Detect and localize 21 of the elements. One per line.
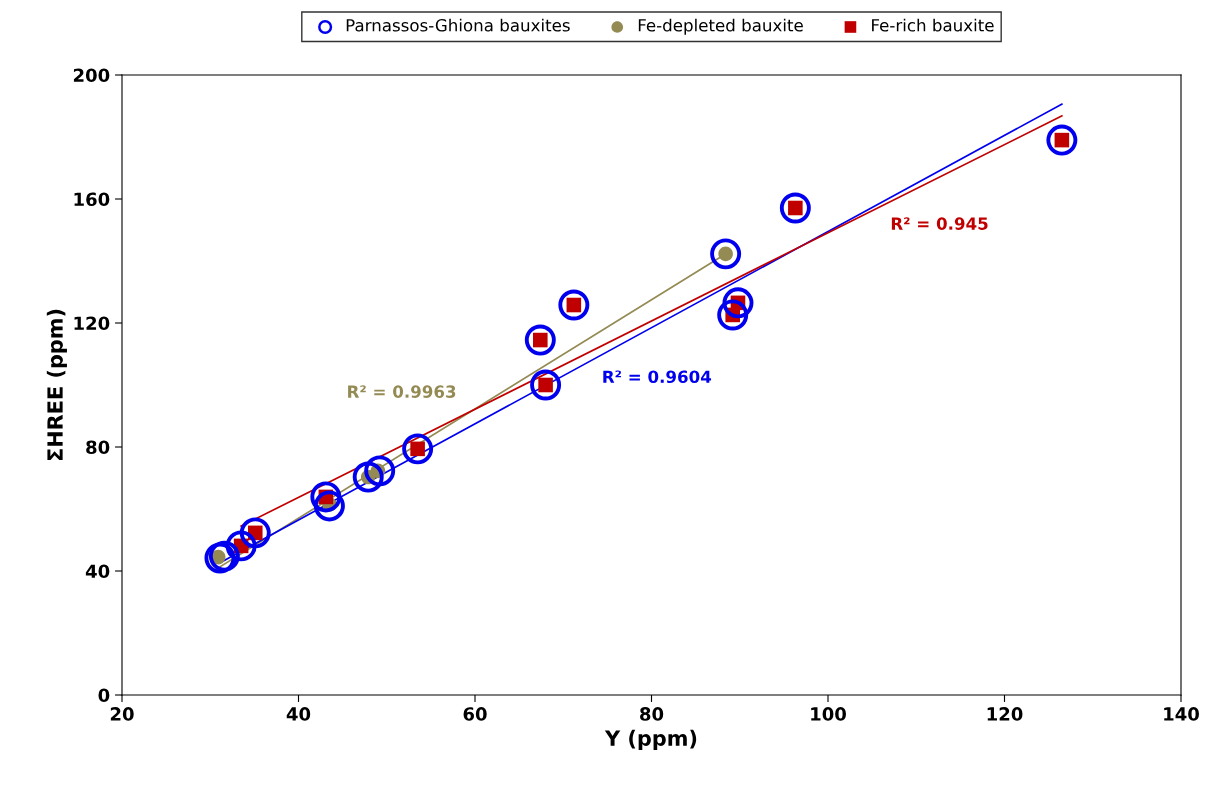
- y-tick-label: 80: [86, 440, 110, 455]
- y-tick-label: 40: [85, 564, 110, 579]
- x-tick-label: 120: [987, 707, 1023, 721]
- y-tick-label: 200: [73, 68, 110, 83]
- x-tick-label: 20: [110, 707, 134, 721]
- y-tick-label: 160: [74, 192, 110, 207]
- annotation: R² = 0.945: [891, 217, 988, 230]
- annotation: R² = 0.9963: [348, 385, 456, 398]
- x-tick-label: 60: [463, 707, 487, 721]
- y-tick-label: 120: [74, 316, 110, 331]
- x-tick-label: 100: [811, 707, 846, 721]
- legend-label: Fe-depleted bauxite: [638, 18, 803, 35]
- x-tick-label: 40: [286, 707, 311, 721]
- annotation: R² = 0.9604: [603, 370, 712, 384]
- y-axis-title: ΣHREE (ppm): [46, 309, 67, 461]
- x-axis-title: Y (ppm): [604, 729, 697, 750]
- legend-label: Fe-rich bauxite: [872, 18, 994, 32]
- legend-label: Parnassos-Ghiona bauxites: [346, 18, 570, 32]
- x-tick-label: 80: [640, 707, 664, 721]
- x-tick-label: 140: [1164, 707, 1199, 721]
- y-tick-label: 0: [98, 688, 110, 703]
